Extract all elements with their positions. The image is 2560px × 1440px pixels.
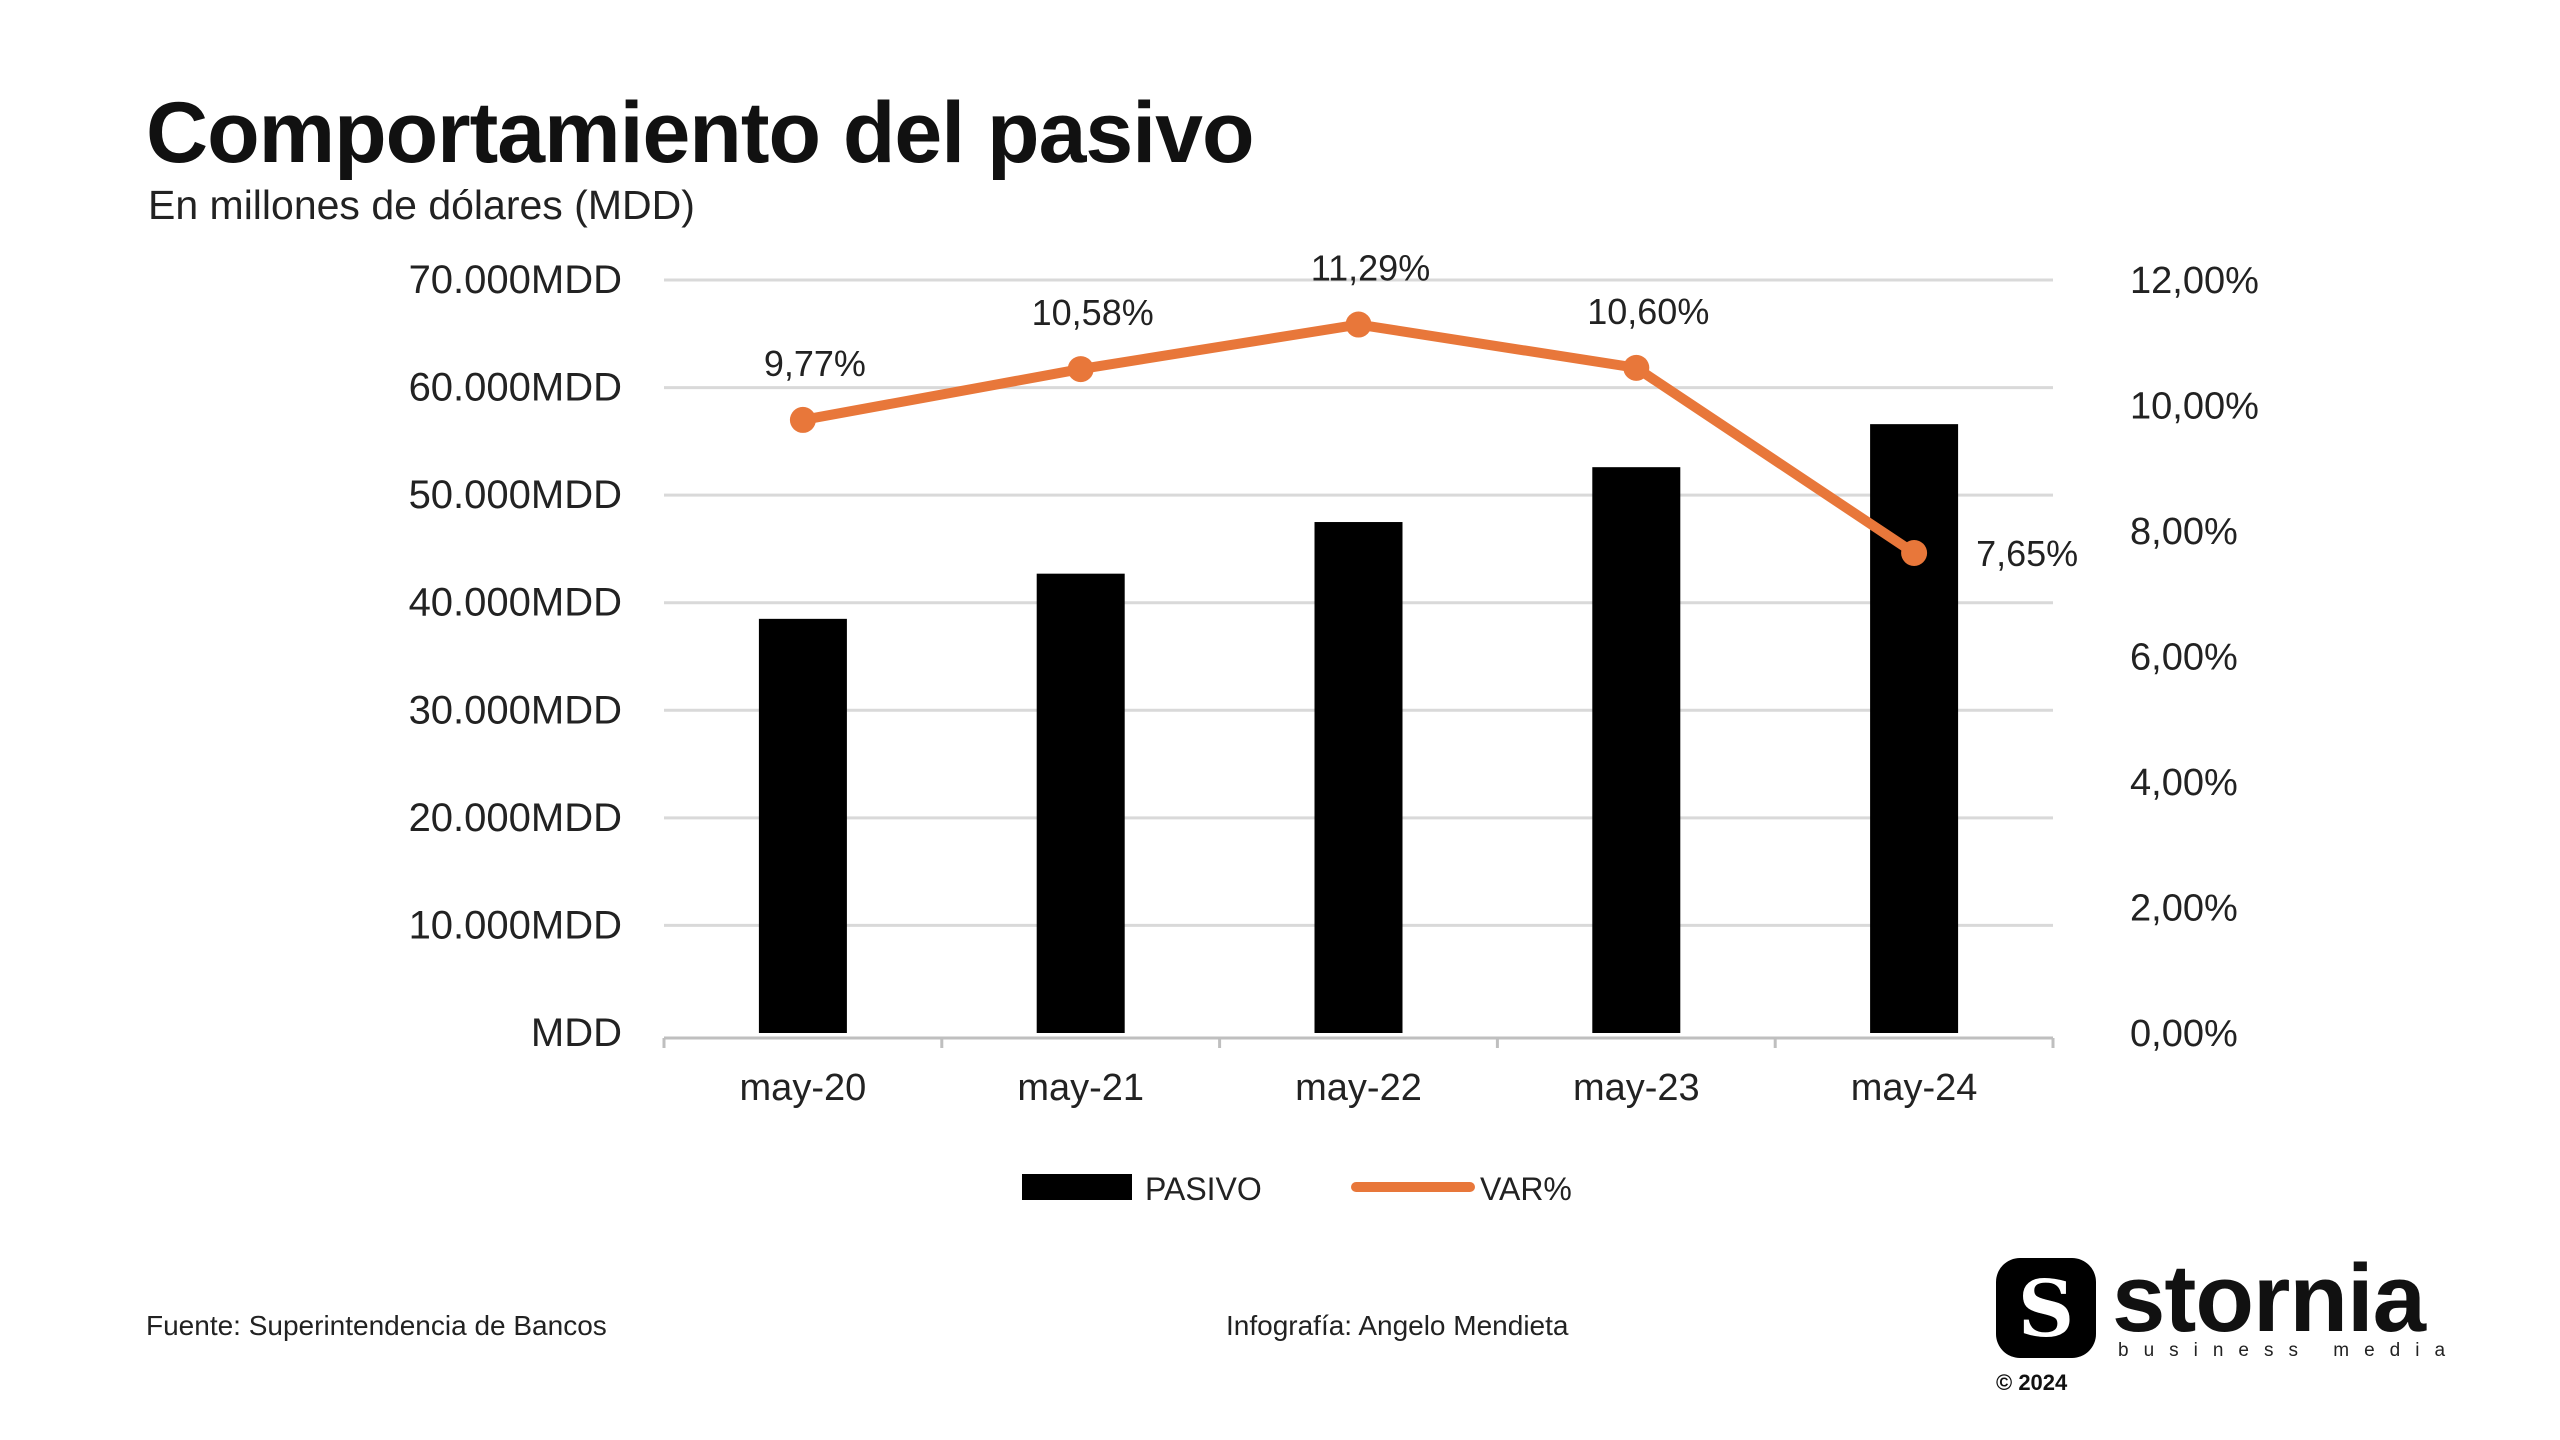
legend-label-pasivo: PASIVO [1145, 1171, 1262, 1207]
brand-logo: S stornia business media © 2024 [1996, 1245, 2466, 1398]
x-tick-label: may-24 [1851, 1067, 1978, 1109]
x-tick-label: may-23 [1573, 1067, 1700, 1109]
x-tick-label: may-21 [1017, 1067, 1144, 1109]
y-left-tick-label: 20.000MDD [409, 796, 622, 840]
legend-label-var: VAR% [1480, 1171, 1572, 1207]
brand-copyright: © 2024 [1996, 1370, 2068, 1395]
var-data-label: 11,29% [1311, 248, 1430, 289]
bar-may-22 [1314, 522, 1403, 1033]
var-data-label: 10,60% [1587, 291, 1709, 332]
credit-note: Infografía: Angelo Mendieta [1226, 1310, 1569, 1341]
x-tick-label: may-22 [1295, 1067, 1422, 1109]
var-line [797, 319, 1920, 558]
brand-badge-letter: S [2017, 1264, 2075, 1355]
y-left-tick-label: 50.000MDD [409, 473, 622, 517]
chart-subtitle: En millones de dólares (MDD) [148, 182, 695, 228]
brand-name: stornia [2112, 1245, 2426, 1352]
var-point-may-22 [1345, 311, 1372, 338]
x-tick-label: may-20 [740, 1067, 867, 1109]
var-data-label: 9,77% [764, 343, 866, 384]
source-note: Fuente: Superintendencia de Bancos [146, 1310, 607, 1341]
brand-tagline: business media [2118, 1340, 2461, 1361]
y-left-tick-label: MDD [531, 1011, 622, 1055]
y-left-tick-label: 70.000MDD [409, 258, 622, 302]
var-data-label: 7,65% [1976, 533, 2078, 574]
y-right-tick-label: 0,00% [2130, 1013, 2238, 1055]
y-right-tick-label: 12,00% [2130, 260, 2259, 302]
y-right-tick-label: 2,00% [2130, 888, 2238, 930]
bar-may-21 [1036, 573, 1125, 1033]
var-data-label: 10,58% [1032, 292, 1154, 333]
y-right-tick-label: 4,00% [2130, 762, 2238, 804]
y-left-tick-label: 40.000MDD [409, 581, 622, 625]
y-right-tick-label: 8,00% [2130, 511, 2238, 553]
var-point-may-21 [1067, 356, 1094, 383]
brand-badge-icon: S [1996, 1258, 2096, 1358]
bar-may-24 [1870, 424, 1959, 1033]
bar-may-20 [758, 618, 847, 1033]
y-left-tick-label: 60.000MDD [409, 366, 622, 410]
y-right-tick-label: 6,00% [2130, 637, 2238, 679]
y-left-tick-label: 30.000MDD [409, 688, 622, 732]
legend-swatch-pasivo [1022, 1174, 1132, 1200]
bar-may-23 [1592, 467, 1681, 1033]
y-right-tick-label: 10,00% [2130, 386, 2259, 428]
var-point-may-24 [1901, 539, 1928, 566]
var-point-may-20 [789, 406, 816, 433]
var-point-may-23 [1623, 354, 1650, 381]
chart-title: Comportamiento del pasivo [146, 85, 1254, 181]
y-left-tick-label: 10.000MDD [409, 903, 622, 947]
